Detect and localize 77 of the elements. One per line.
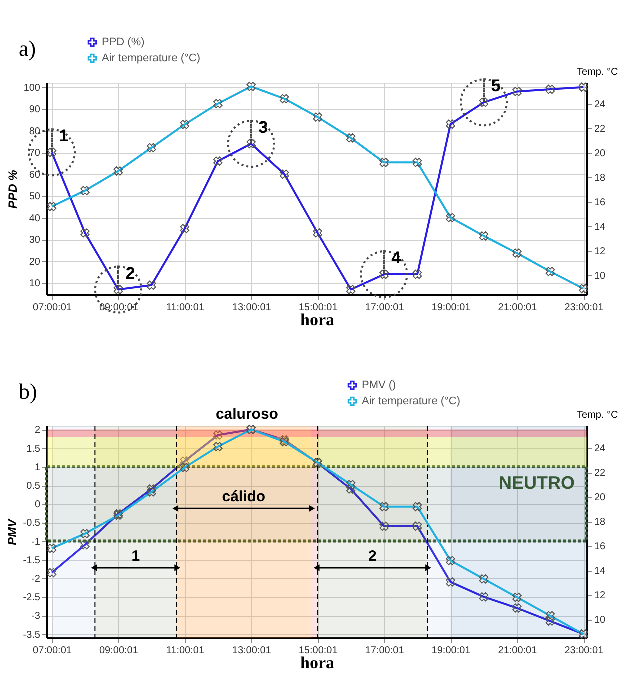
annotation: 3 [258, 118, 268, 137]
legend-label: Air temperature (°C) [102, 52, 201, 64]
x-tick-label: 23:00:01 [564, 302, 604, 314]
y-tick-label: -2 [32, 574, 41, 585]
x-tick-label: 13:00:01 [232, 302, 272, 314]
annotation: 5 [491, 76, 501, 96]
y2-tick-label: 22 [594, 468, 606, 480]
x-tick-label: 23:00:01 [564, 646, 604, 656]
y2-tick-label: 22 [594, 124, 606, 135]
legend-label: PPD (%) [102, 36, 145, 48]
y-tick-label: 30 [29, 235, 41, 246]
y-tick-label: 2 [34, 425, 41, 436]
y2-tick-label: 10 [594, 270, 606, 282]
band-label: caluroso [216, 406, 278, 423]
y2-tick-label: 24 [594, 99, 606, 110]
y2-axis-title: Temp. °C [577, 67, 618, 78]
y2-tick-label: 18 [594, 172, 606, 184]
x-tick-label: 13:00:01 [232, 646, 272, 656]
y-tick-label: -0.5 [23, 518, 41, 530]
y-tick-label: 20 [29, 256, 41, 268]
y-tick-label: 1.5 [26, 444, 41, 455]
x-tick-label: 21:00:01 [498, 646, 538, 656]
x-tick-label: 21:00:01 [498, 302, 538, 314]
band-label: 1 [132, 548, 140, 566]
chart-title: a) [19, 36, 36, 61]
y2-tick-label: 16 [594, 197, 606, 208]
y-axis-title: PMV [5, 518, 20, 546]
y-tick-label: 80 [29, 126, 41, 138]
y-tick-label: 100 [24, 82, 41, 94]
y2-tick-label: 20 [594, 148, 606, 160]
legend-label: PMV () [362, 380, 396, 392]
band-label: 2 [368, 548, 377, 566]
y2-tick-label: 18 [594, 517, 606, 528]
band-label: NEUTRO [499, 472, 575, 493]
x-tick-label: 17:00:01 [365, 646, 405, 656]
y2-tick-label: 10 [594, 615, 606, 626]
y-tick-label: -1.5 [23, 555, 41, 566]
x-tick-label: 07:00:01 [33, 302, 72, 314]
chart-title: b) [19, 379, 38, 404]
y-tick-label: 90 [29, 104, 41, 116]
y-tick-label: 50 [29, 192, 41, 203]
x-tick-label: 11:00:01 [166, 302, 205, 314]
x-axis-title: hora [300, 310, 335, 330]
y2-tick-label: 20 [594, 492, 606, 504]
annotation: 2 [126, 264, 136, 283]
x-axis-title: hora [300, 654, 335, 672]
y-tick-label: -1 [32, 536, 41, 548]
x-tick-label: 19:00:01 [432, 302, 472, 314]
x-tick-label: 11:00:01 [166, 646, 205, 656]
x-tick-label: 19:00:01 [432, 646, 472, 656]
y2-tick-label: 12 [594, 246, 606, 258]
y2-tick-label: 24 [594, 444, 606, 455]
y-tick-label: 0.5 [26, 481, 41, 492]
y2-tick-label: 16 [594, 542, 606, 553]
y-tick-label: -3 [32, 611, 41, 622]
x-tick-label: 15:00:01 [298, 302, 338, 314]
x-tick-label: 07:00:01 [33, 646, 72, 656]
y-tick-label: 60 [29, 170, 41, 181]
y-tick-label: 70 [29, 148, 41, 160]
y-tick-label: -2.5 [23, 592, 41, 604]
band-label: cálido [222, 488, 266, 506]
y2-tick-label: 14 [594, 566, 606, 578]
y-tick-label: 1 [34, 462, 41, 474]
y-tick-label: -3.5 [23, 630, 41, 641]
y-axis-title: PPD % [6, 170, 20, 209]
y-tick-label: 10 [29, 278, 41, 290]
x-tick-label: 17:00:01 [365, 302, 405, 314]
y2-axis-title: Temp. °C [577, 410, 618, 421]
y2-tick-label: 14 [594, 222, 606, 233]
y2-tick-label: 12 [594, 590, 606, 602]
y-tick-label: 40 [29, 213, 41, 224]
y-tick-label: 0 [34, 500, 41, 511]
legend-label: Air temperature (°C) [362, 396, 461, 408]
x-tick-label: 15:00:01 [298, 646, 338, 656]
annotation: 4 [392, 248, 402, 268]
annotation: 1 [59, 126, 69, 146]
x-tick-label: 09:00:01 [99, 646, 139, 656]
